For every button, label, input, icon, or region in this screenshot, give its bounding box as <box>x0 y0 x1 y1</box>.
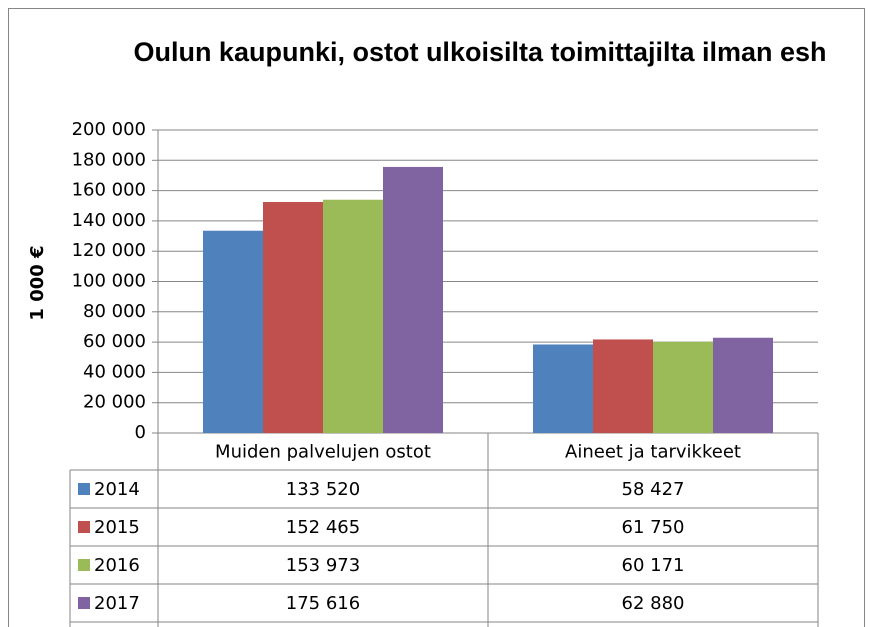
legend-swatch <box>78 597 90 609</box>
table-value: 60 171 <box>622 555 685 576</box>
legend-swatch <box>78 483 90 495</box>
y-tick-label: 140 000 <box>72 210 146 231</box>
bar <box>653 341 713 433</box>
y-tick-label: 180 000 <box>72 149 146 170</box>
y-tick-label: 60 000 <box>83 331 146 352</box>
bar <box>593 339 653 433</box>
y-tick-label: 80 000 <box>83 301 146 322</box>
y-tick-label: 120 000 <box>72 240 146 261</box>
table-value: 153 973 <box>286 555 360 576</box>
bar <box>203 230 263 433</box>
table-value: 175 616 <box>286 593 360 614</box>
legend-label: 2016 <box>94 555 140 576</box>
table-header: Muiden palvelujen ostot <box>215 442 431 463</box>
chart-border <box>8 8 865 627</box>
y-tick-label: 0 <box>135 422 146 443</box>
table-value: 62 880 <box>622 593 685 614</box>
legend-swatch <box>78 521 90 533</box>
legend-label: 2014 <box>94 479 140 500</box>
y-tick-label: 200 000 <box>72 119 146 140</box>
bar <box>263 202 323 433</box>
y-axis-label: 1 000 € <box>27 245 48 320</box>
y-tick-label: 160 000 <box>72 180 146 201</box>
table-value: 61 750 <box>622 517 685 538</box>
bar <box>713 337 773 433</box>
y-tick-label: 40 000 <box>83 361 146 382</box>
table-header: Aineet ja tarvikkeet <box>565 442 741 463</box>
y-tick-label: 100 000 <box>72 271 146 292</box>
bar <box>383 166 443 433</box>
chart-title: Oulun kaupunki, ostot ulkoisilta toimitt… <box>133 37 827 67</box>
table-value: 133 520 <box>286 479 360 500</box>
bar <box>323 199 383 433</box>
legend-label: 2017 <box>94 593 140 614</box>
table-value: 152 465 <box>286 517 360 538</box>
legend-label: 2015 <box>94 517 140 538</box>
y-tick-label: 20 000 <box>83 392 146 413</box>
bar <box>533 344 593 433</box>
table-value: 58 427 <box>622 479 685 500</box>
legend-swatch <box>78 559 90 571</box>
